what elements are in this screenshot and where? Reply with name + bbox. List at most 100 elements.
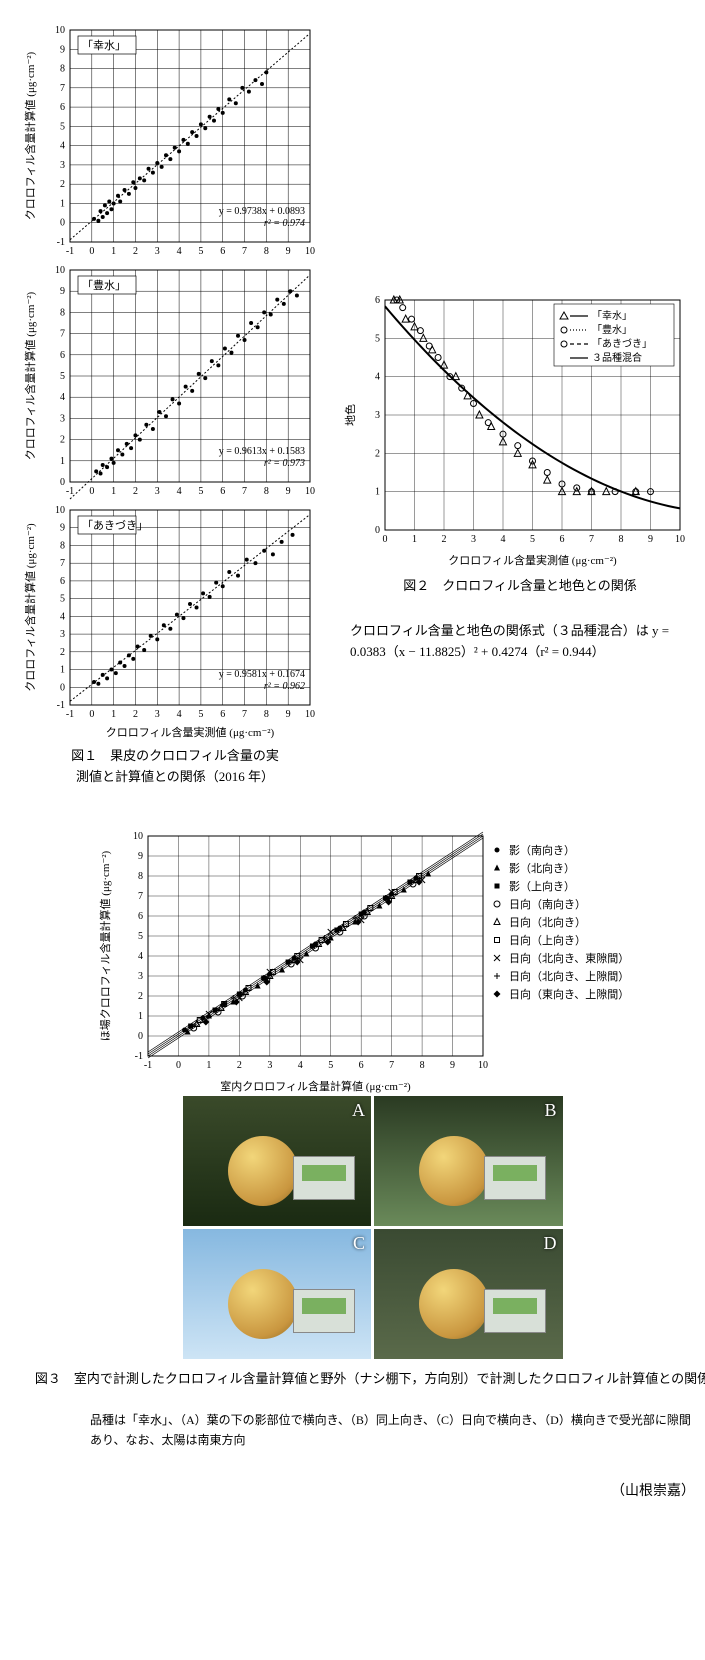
svg-text:日向（北向き、上隙間）: 日向（北向き、上隙間） <box>509 969 629 983</box>
svg-text:10: 10 <box>305 709 315 720</box>
svg-text:日向（北向き、東隙間）: 日向（北向き、東隙間） <box>509 951 629 965</box>
svg-text:地色: 地色 <box>343 404 357 426</box>
svg-text:0: 0 <box>89 709 94 720</box>
svg-text:日向（南向き）: 日向（南向き） <box>509 897 586 911</box>
svg-text:8: 8 <box>60 64 65 75</box>
svg-text:7: 7 <box>60 329 65 340</box>
svg-text:5: 5 <box>60 594 65 605</box>
svg-text:3: 3 <box>60 160 65 171</box>
svg-text:4: 4 <box>60 141 65 152</box>
svg-text:2: 2 <box>60 647 65 658</box>
svg-text:6: 6 <box>358 1060 363 1071</box>
svg-text:3: 3 <box>471 534 476 545</box>
svg-text:8: 8 <box>264 246 269 257</box>
svg-text:7: 7 <box>389 1060 394 1071</box>
svg-text:8: 8 <box>60 540 65 551</box>
svg-text:5: 5 <box>198 246 203 257</box>
scatter-panel: -1012345678910-1012345678910「幸水」y = 0.97… <box>20 20 320 260</box>
svg-text:6: 6 <box>375 295 380 306</box>
svg-text:2: 2 <box>236 1060 241 1071</box>
svg-text:7: 7 <box>242 486 247 497</box>
svg-text:1: 1 <box>206 1060 211 1071</box>
svg-text:クロロフィル含量実測値 (μg·cm⁻²): クロロフィル含量実測値 (μg·cm⁻²) <box>448 553 617 567</box>
svg-text:「豊水」: 「豊水」 <box>82 279 126 292</box>
svg-text:6: 6 <box>60 102 65 113</box>
svg-text:5: 5 <box>60 121 65 132</box>
svg-text:0: 0 <box>138 1031 143 1042</box>
photo-D: D <box>374 1229 563 1359</box>
svg-text:4: 4 <box>138 951 143 962</box>
svg-text:10: 10 <box>675 534 685 545</box>
svg-text:クロロフィル含量計算値 (μg·cm⁻²): クロロフィル含量計算値 (μg·cm⁻²) <box>23 523 37 692</box>
svg-text:10: 10 <box>305 486 315 497</box>
svg-text:0: 0 <box>89 246 94 257</box>
svg-text:9: 9 <box>60 523 65 534</box>
svg-text:y = 0.9738x + 0.0893: y = 0.9738x + 0.0893 <box>219 206 305 217</box>
svg-text:5: 5 <box>375 333 380 344</box>
svg-text:r² = 0.962: r² = 0.962 <box>264 681 305 692</box>
svg-text:7: 7 <box>138 891 143 902</box>
fig2-caption-body: クロロフィル含量と地色の関係式（３品種混合）は y = 0.0383（x − 1… <box>340 621 700 663</box>
svg-text:9: 9 <box>286 246 291 257</box>
svg-text:6: 6 <box>60 576 65 587</box>
svg-text:6: 6 <box>220 709 225 720</box>
svg-text:2: 2 <box>442 534 447 545</box>
svg-text:「豊水」: 「豊水」 <box>592 323 632 336</box>
figure-3: -1-1001122334455667788991010影（南向き）影（北向き）… <box>93 826 653 1096</box>
scatter-panel: -1012345678910-1012345678910「あきづき」y = 0.… <box>20 500 320 740</box>
svg-text:1: 1 <box>111 709 116 720</box>
svg-text:0: 0 <box>60 682 65 693</box>
svg-text:8: 8 <box>264 709 269 720</box>
svg-text:8: 8 <box>138 871 143 882</box>
svg-text:10: 10 <box>55 265 65 276</box>
svg-text:-1: -1 <box>134 1051 142 1062</box>
svg-text:3: 3 <box>60 629 65 640</box>
svg-text:1: 1 <box>138 1011 143 1022</box>
author: （山根崇嘉） <box>20 1480 695 1500</box>
svg-text:10: 10 <box>478 1060 488 1071</box>
svg-text:0: 0 <box>60 218 65 229</box>
svg-text:0: 0 <box>383 534 388 545</box>
svg-text:5: 5 <box>198 486 203 497</box>
svg-text:2: 2 <box>60 435 65 446</box>
svg-text:9: 9 <box>286 709 291 720</box>
svg-text:ほ場クロロフィル含量計算値 (μg·cm⁻²): ほ場クロロフィル含量計算値 (μg·cm⁻²) <box>98 850 112 1041</box>
svg-text:「幸水」: 「幸水」 <box>82 39 126 52</box>
fig3-caption-title: 図３ 室内で計測したクロロフィル含量計算値と野外（ナシ棚下，方向別）で計測したク… <box>35 1369 705 1390</box>
svg-text:4: 4 <box>501 534 506 545</box>
svg-text:3: 3 <box>155 486 160 497</box>
svg-text:影（南向き）: 影（南向き） <box>509 843 575 857</box>
svg-text:2: 2 <box>60 179 65 190</box>
svg-text:0: 0 <box>175 1060 180 1071</box>
svg-text:10: 10 <box>133 831 143 842</box>
svg-text:6: 6 <box>138 911 143 922</box>
photo-grid: A B C D <box>183 1096 563 1359</box>
fig1-caption: 図１ 果皮のクロロフィル含量の実 測値と計算値との関係（2016 年） <box>20 746 330 788</box>
svg-text:日向（東向き、上隙間）: 日向（東向き、上隙間） <box>509 987 629 1001</box>
svg-text:10: 10 <box>55 25 65 36</box>
svg-text:3: 3 <box>155 246 160 257</box>
svg-text:5: 5 <box>328 1060 333 1071</box>
svg-text:5: 5 <box>530 534 535 545</box>
svg-text:「あきづき」: 「あきづき」 <box>592 338 652 350</box>
svg-text:影（北向き）: 影（北向き） <box>509 861 575 875</box>
svg-text:2: 2 <box>133 486 138 497</box>
svg-text:y = 0.9613x + 0.1583: y = 0.9613x + 0.1583 <box>219 446 305 457</box>
svg-text:0: 0 <box>60 477 65 488</box>
svg-text:9: 9 <box>138 851 143 862</box>
figure-2: 0123456789100123456「幸水」「豊水」「あきづき」３品種混合クロ… <box>340 290 700 570</box>
svg-text:8: 8 <box>264 486 269 497</box>
svg-text:-1: -1 <box>66 246 74 257</box>
fig3-caption-body: 品種は「幸水」、（A）葉の下の影部位で横向き、（B）同上向き、（C）日向で横向き… <box>90 1411 695 1449</box>
svg-text:6: 6 <box>220 486 225 497</box>
svg-text:0: 0 <box>375 525 380 536</box>
svg-text:1: 1 <box>60 456 65 467</box>
svg-text:4: 4 <box>177 486 182 497</box>
svg-text:9: 9 <box>60 286 65 297</box>
svg-text:2: 2 <box>138 991 143 1002</box>
svg-text:日向（北向き）: 日向（北向き） <box>509 915 586 929</box>
svg-text:7: 7 <box>60 83 65 94</box>
svg-text:5: 5 <box>60 371 65 382</box>
svg-text:9: 9 <box>648 534 653 545</box>
svg-text:３品種混合: ３品種混合 <box>592 351 642 364</box>
